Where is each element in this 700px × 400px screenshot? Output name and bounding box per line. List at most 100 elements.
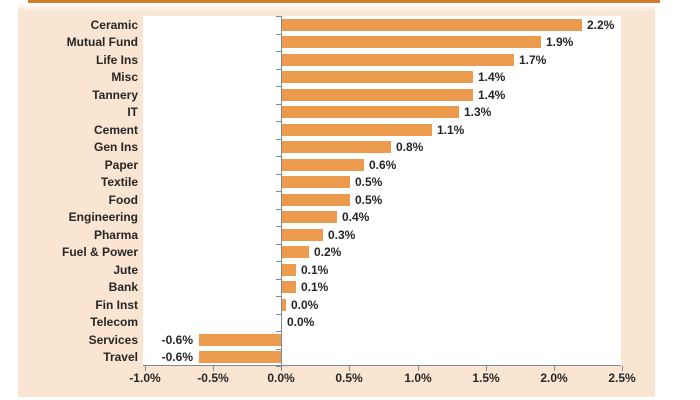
bar-value-label: 0.6% — [369, 157, 397, 172]
bar-value-label: 0.1% — [301, 262, 329, 277]
bar — [199, 333, 281, 346]
row-tick-mark — [276, 51, 281, 52]
bar-value-label: 0.5% — [355, 175, 383, 189]
bar — [282, 298, 286, 311]
category-label: Pharma — [93, 227, 138, 242]
bar — [282, 141, 391, 153]
bar-value-label: 0.1% — [301, 280, 329, 294]
x-axis-tick-label: 2.0% — [540, 371, 568, 385]
category-label: Engineering — [68, 210, 138, 224]
row-tick-mark — [276, 208, 281, 210]
category-label: Cement — [93, 122, 138, 137]
row-tick-mark — [276, 86, 281, 87]
row-tick-mark — [276, 191, 281, 192]
bar-value-label: 1.9% — [546, 35, 574, 49]
x-tick-mark — [554, 366, 555, 371]
bar — [282, 281, 296, 293]
row-tick-mark — [276, 121, 281, 122]
category-label: Food — [108, 192, 138, 207]
x-tick-mark — [622, 366, 623, 371]
category-label: IT — [127, 105, 138, 119]
category-label: Mutual Fund — [66, 35, 138, 49]
x-axis-line — [143, 365, 621, 366]
bar — [282, 88, 473, 101]
row-tick-mark — [276, 173, 281, 175]
bar-value-label: 0.3% — [328, 227, 356, 242]
category-label: Jute — [113, 262, 138, 277]
bar-value-label: 0.4% — [342, 210, 370, 224]
category-label: Textile — [100, 175, 138, 189]
x-axis-tick-label: 1.5% — [472, 371, 500, 385]
bar-value-label: 1.4% — [478, 87, 506, 102]
x-tick-mark — [145, 366, 146, 371]
row-tick-mark — [276, 366, 281, 367]
bar-value-label: 1.1% — [437, 122, 465, 137]
bar-value-label: -0.6% — [161, 332, 193, 347]
category-label: Travel — [103, 350, 138, 364]
bar — [282, 71, 473, 83]
bar-value-label: -0.6% — [161, 350, 193, 364]
x-axis-tick-label: 1.0% — [404, 371, 432, 385]
zero-axis-line — [281, 16, 282, 366]
bar-value-label: 1.3% — [464, 105, 492, 119]
row-tick-mark — [276, 68, 281, 70]
bar — [282, 36, 541, 48]
category-label: Fin Inst — [95, 297, 138, 312]
category-label: Telecom — [90, 315, 138, 329]
panel-top-fade — [18, 3, 655, 12]
row-tick-mark — [276, 16, 281, 17]
row-tick-mark — [276, 156, 281, 157]
x-axis-tick-label: -1.0% — [129, 371, 161, 385]
bar-value-label: 0.5% — [355, 192, 383, 207]
row-tick-mark — [276, 243, 281, 245]
bar-value-label: 1.7% — [519, 52, 547, 67]
bar-value-label: 1.4% — [478, 70, 506, 84]
row-tick-mark — [276, 261, 281, 262]
category-label: Life Ins — [95, 52, 138, 67]
x-tick-mark — [486, 366, 487, 371]
x-tick-mark — [349, 366, 350, 371]
bar — [282, 18, 582, 31]
row-tick-mark — [276, 331, 281, 332]
bar — [282, 106, 459, 118]
bar — [282, 53, 514, 66]
category-label: Misc — [111, 70, 138, 84]
row-tick-mark — [276, 103, 281, 105]
bar-value-label: 0.8% — [396, 140, 424, 154]
bar-value-label: 2.2% — [587, 17, 615, 32]
row-tick-mark — [276, 348, 281, 350]
category-label: Fuel & Power — [61, 245, 138, 259]
category-label: Bank — [108, 280, 138, 294]
bar — [282, 246, 309, 258]
x-axis-tick-label: 2.5% — [608, 371, 636, 385]
x-tick-mark — [281, 366, 282, 371]
category-label: Paper — [104, 157, 138, 172]
category-label: Tannery — [92, 87, 138, 102]
category-label: Ceramic — [90, 17, 138, 32]
x-axis-tick-label: -0.5% — [197, 371, 229, 385]
bar-value-label: 0.2% — [314, 245, 342, 259]
bar — [282, 193, 350, 206]
row-tick-mark — [276, 226, 281, 227]
title-banner-bottom-edge — [28, 0, 660, 3]
row-tick-mark — [276, 33, 281, 35]
bar-value-label: 0.0% — [287, 315, 315, 329]
x-tick-mark — [213, 366, 214, 371]
row-tick-mark — [276, 313, 281, 315]
plot-area: 2.2% 1.9% 1.7% 1.4% 1.4% 1.3% 1.1% 0.8% 0.6% 0.5%… — [143, 16, 623, 371]
category-label: Services — [88, 332, 138, 347]
x-axis-tick-label: 0.5% — [335, 371, 363, 385]
bar — [199, 351, 281, 363]
bar — [282, 211, 337, 223]
x-tick-mark — [418, 366, 419, 371]
bar — [282, 228, 323, 241]
bar — [282, 176, 350, 188]
bar-value-label: 0.0% — [291, 297, 319, 312]
bar — [282, 158, 364, 171]
row-tick-mark — [276, 138, 281, 140]
x-axis-tick-label: 0.0% — [267, 371, 295, 385]
bar — [282, 263, 296, 276]
bar — [282, 123, 432, 136]
row-tick-mark — [276, 296, 281, 297]
